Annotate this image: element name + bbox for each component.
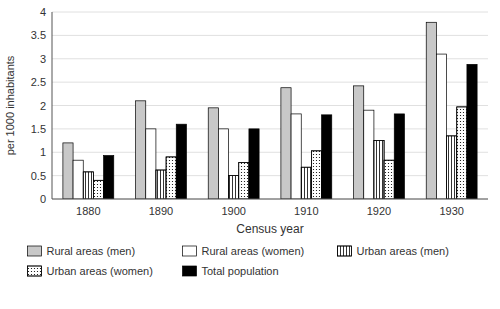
bar bbox=[136, 101, 146, 199]
bar bbox=[63, 143, 73, 199]
bar bbox=[229, 176, 239, 199]
x-tick-label: 1930 bbox=[439, 205, 463, 217]
y-tick-label: 4 bbox=[40, 6, 46, 18]
y-tick-label: 3.5 bbox=[31, 29, 46, 41]
legend-swatch bbox=[28, 266, 42, 276]
bar bbox=[83, 172, 93, 199]
bar bbox=[301, 167, 311, 199]
x-axis-label: Census year bbox=[236, 222, 303, 236]
legend-swatch bbox=[338, 246, 352, 256]
bar bbox=[311, 151, 321, 199]
x-tick-label: 1910 bbox=[294, 205, 318, 217]
y-axis bbox=[52, 12, 53, 199]
bar bbox=[239, 163, 249, 199]
bar bbox=[384, 160, 394, 199]
x-tick-label: 1900 bbox=[221, 205, 245, 217]
bar-pattern bbox=[156, 170, 166, 199]
x-tick-label: 1890 bbox=[149, 205, 173, 217]
bar bbox=[322, 115, 332, 199]
grid bbox=[52, 12, 488, 199]
bar bbox=[291, 114, 301, 199]
chart-container: 0 0.5 1 1.5 2 2.5 3 3.5 4 1880 1890 1900 1910 1920 193… bbox=[0, 0, 500, 309]
bar-pattern bbox=[374, 141, 384, 199]
x-axis bbox=[52, 199, 488, 200]
grid-line bbox=[52, 12, 488, 13]
bar-pattern bbox=[447, 136, 457, 199]
chart-svg: 0 0.5 1 1.5 2 2.5 3 3.5 4 1880 1890 1900 1910 1920 193… bbox=[0, 0, 500, 309]
bar-pattern bbox=[384, 160, 394, 199]
legend-swatch-pattern bbox=[338, 246, 352, 256]
legend-swatch bbox=[183, 266, 197, 276]
bars bbox=[63, 22, 477, 199]
bar-pattern bbox=[229, 176, 239, 199]
bar bbox=[436, 54, 446, 199]
y-tick-label: 0 bbox=[40, 193, 46, 205]
bar bbox=[281, 88, 291, 199]
grid-line bbox=[52, 58, 488, 59]
bar-pattern bbox=[239, 163, 249, 199]
bar bbox=[208, 108, 218, 199]
y-tick-label: 2 bbox=[40, 100, 46, 112]
bar bbox=[93, 180, 103, 199]
grid-line bbox=[52, 199, 488, 200]
bar bbox=[354, 86, 364, 199]
bar bbox=[218, 129, 228, 199]
bar bbox=[467, 64, 477, 199]
bar-pattern bbox=[311, 151, 321, 199]
bar-pattern bbox=[166, 157, 176, 199]
y-tick-label: 1 bbox=[40, 146, 46, 158]
bar bbox=[447, 136, 457, 199]
x-tick-label: 1920 bbox=[367, 205, 391, 217]
bar-pattern bbox=[83, 172, 93, 199]
legend-label: Rural areas (men) bbox=[47, 245, 136, 257]
legend-swatch bbox=[183, 246, 197, 256]
bar bbox=[104, 156, 114, 199]
bar bbox=[176, 124, 186, 199]
bar bbox=[364, 110, 374, 199]
legend-label: Rural areas (women) bbox=[202, 245, 305, 257]
bar bbox=[457, 107, 467, 199]
bar bbox=[426, 22, 436, 199]
bar bbox=[166, 157, 176, 199]
grid-line bbox=[52, 175, 488, 176]
legend-swatch bbox=[28, 246, 42, 256]
bar bbox=[156, 170, 166, 199]
bar bbox=[394, 114, 404, 199]
y-tick-label: 0.5 bbox=[31, 170, 46, 182]
y-axis-label: per 1000 inhabitants bbox=[4, 55, 16, 155]
y-tick-label: 1.5 bbox=[31, 123, 46, 135]
bar bbox=[73, 160, 83, 199]
y-tick-label: 2.5 bbox=[31, 76, 46, 88]
legend-swatch-pattern bbox=[28, 266, 42, 276]
legend-label: Total population bbox=[202, 265, 279, 277]
legend-label: Urban areas (women) bbox=[47, 265, 153, 277]
bar bbox=[146, 129, 156, 199]
x-tick-label: 1880 bbox=[76, 205, 100, 217]
bar bbox=[249, 129, 259, 199]
grid-line bbox=[52, 152, 488, 153]
legend: Rural areas (men) Rural areas (women) Urba… bbox=[28, 245, 449, 277]
bar-pattern bbox=[301, 167, 311, 199]
legend-label: Urban areas (men) bbox=[357, 245, 449, 257]
y-tick-label: 3 bbox=[40, 53, 46, 65]
bar-pattern bbox=[457, 107, 467, 199]
bar bbox=[374, 141, 384, 199]
grid-line bbox=[52, 35, 488, 36]
grid-line bbox=[52, 105, 488, 106]
grid-line bbox=[52, 82, 488, 83]
grid-line bbox=[52, 128, 488, 129]
bar-pattern bbox=[93, 180, 103, 199]
